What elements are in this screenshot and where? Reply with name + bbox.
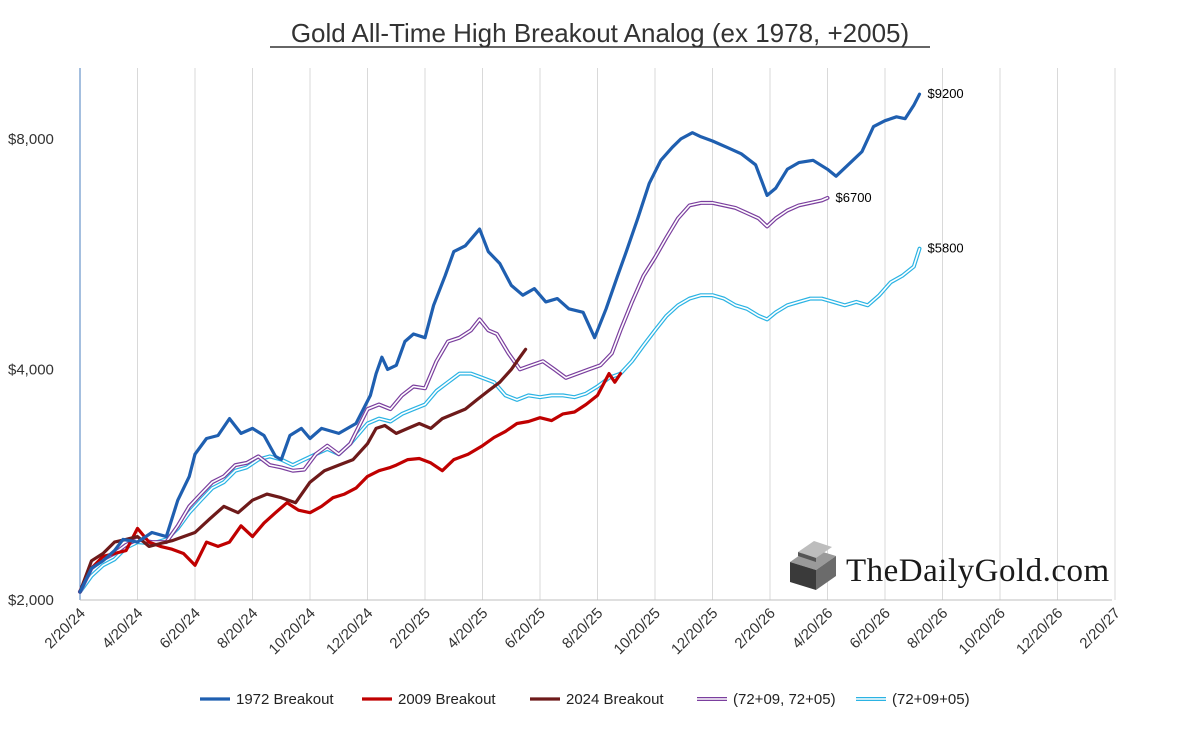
x-tick-label: 8/20/26 bbox=[904, 605, 951, 652]
x-tick-label: 2/20/26 bbox=[731, 605, 778, 652]
legend-label: (72+09+05) bbox=[892, 691, 970, 708]
legend-label: 2024 Breakout bbox=[566, 691, 664, 708]
series-line-2024-breakout bbox=[78, 347, 528, 594]
x-tick-label: 2/20/24 bbox=[41, 605, 88, 652]
x-tick-labels: 2/20/24 4/20/24 6/20/24 8/20/24 10/20/24 12/2… bbox=[41, 605, 1123, 658]
x-tick-label: 4/20/26 bbox=[789, 605, 836, 652]
watermark: TheDailyGold.com bbox=[790, 541, 1110, 590]
x-tick-label: 10/20/24 bbox=[266, 605, 319, 658]
legend-label: 1972 Breakout bbox=[236, 691, 334, 708]
x-tick-label: 12/20/24 bbox=[323, 605, 376, 658]
y-tick-label: $8,000 bbox=[8, 131, 54, 148]
end-label: $6700 bbox=[836, 190, 872, 205]
end-label: $9200 bbox=[928, 86, 964, 101]
series-line-inner-72-09-72-05 bbox=[79, 197, 829, 593]
axes bbox=[79, 68, 1112, 601]
series-line-1972-breakout bbox=[78, 92, 922, 594]
end-label: $5800 bbox=[928, 241, 964, 256]
legend: 1972 Breakout 2009 Breakout 2024 Breakout (… bbox=[200, 691, 970, 708]
y-tick-labels: $2,000 $4,000 $8,000 bbox=[8, 131, 54, 609]
x-tick-label: 8/20/25 bbox=[559, 605, 606, 652]
chart-title: Gold All-Time High Breakout Analog (ex 1… bbox=[291, 18, 909, 48]
legend-label: (72+09, 72+05) bbox=[733, 691, 836, 708]
gold-bar-logo-icon bbox=[790, 541, 836, 590]
watermark-text: TheDailyGold.com bbox=[846, 553, 1110, 589]
x-tick-label: 6/20/26 bbox=[846, 605, 893, 652]
end-labels: $9200 $6700 $5800 bbox=[836, 86, 964, 256]
series-lines bbox=[78, 92, 922, 594]
x-tick-label: 4/20/25 bbox=[444, 605, 491, 652]
y-tick-label: $2,000 bbox=[8, 592, 54, 609]
x-tick-label: 10/20/25 bbox=[611, 605, 664, 658]
x-tick-label: 8/20/24 bbox=[214, 605, 261, 652]
series-line-72-09-05 bbox=[78, 246, 922, 594]
x-tick-label: 12/20/26 bbox=[1013, 605, 1066, 658]
x-tick-label: 2/20/27 bbox=[1076, 605, 1123, 652]
x-tick-label: 6/20/25 bbox=[501, 605, 548, 652]
gridlines bbox=[137, 68, 1116, 600]
series-line-inner-72-09-05 bbox=[79, 247, 921, 593]
y-tick-label: $4,000 bbox=[8, 361, 54, 378]
series-line-2009-breakout bbox=[78, 372, 623, 594]
x-tick-label: 6/20/24 bbox=[156, 605, 203, 652]
x-tick-label: 4/20/24 bbox=[99, 605, 146, 652]
x-tick-label: 2/20/25 bbox=[386, 605, 433, 652]
x-tick-label: 12/20/25 bbox=[668, 605, 721, 658]
x-tick-label: 10/20/26 bbox=[956, 605, 1009, 658]
legend-label: 2009 Breakout bbox=[398, 691, 496, 708]
